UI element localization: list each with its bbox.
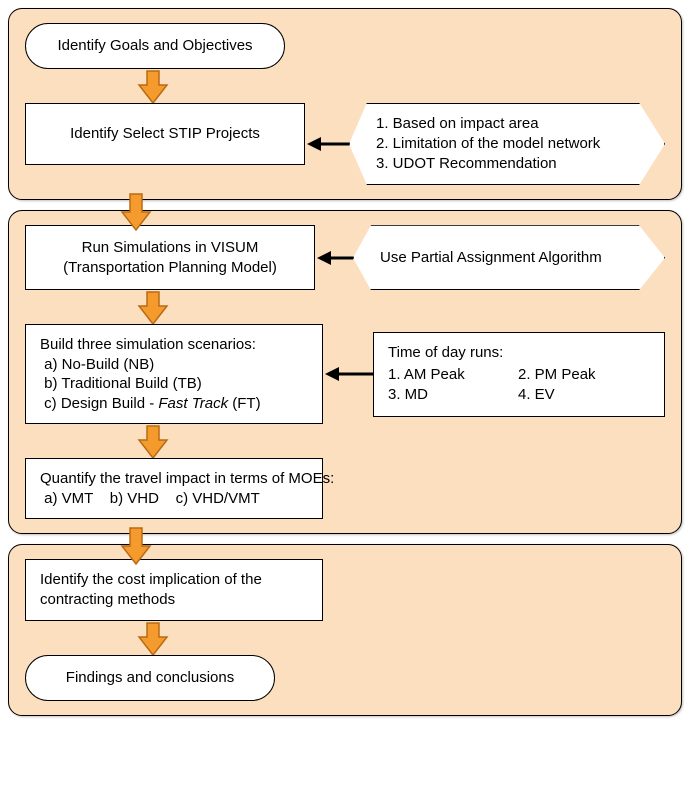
arrow-6 bbox=[25, 621, 665, 655]
arrow-3 bbox=[25, 290, 665, 324]
scenarios-c: c) Design Build - Fast Track (FT) bbox=[40, 394, 261, 414]
row-scenarios: Build three simulation scenarios: a) No-… bbox=[25, 324, 665, 424]
panel-1: Identify Goals and Objectives Identify S… bbox=[8, 8, 682, 200]
panel-2: Run Simulations in VISUM (Transportation… bbox=[8, 210, 682, 534]
arrow-2 bbox=[8, 192, 682, 226]
panel-3: Identify the cost implication of the con… bbox=[8, 544, 682, 716]
down-arrow-icon bbox=[135, 424, 171, 458]
arrow-4 bbox=[25, 424, 665, 458]
node-moes-label: Quantify the travel impact in terms of M… bbox=[40, 469, 334, 508]
down-arrow-icon bbox=[135, 621, 171, 655]
tod-2: 2. PM Peak bbox=[518, 365, 596, 385]
scenarios-title: Build three simulation scenarios: bbox=[40, 335, 261, 355]
tod-row-1: 1. AM Peak 2. PM Peak bbox=[388, 365, 596, 385]
callout-algorithm-text: Use Partial Assignment Algorithm bbox=[380, 248, 602, 268]
node-findings: Findings and conclusions bbox=[25, 655, 275, 701]
left-arrow-2 bbox=[315, 225, 353, 290]
node-stip-label: Identify Select STIP Projects bbox=[70, 124, 260, 144]
down-arrow-icon bbox=[118, 526, 154, 560]
tod-4: 4. EV bbox=[518, 385, 555, 405]
callout-impact-text: 1. Based on impact area 2. Limitation of… bbox=[376, 114, 600, 175]
tod-title: Time of day runs: bbox=[388, 343, 596, 363]
callout-algorithm: Use Partial Assignment Algorithm bbox=[353, 225, 665, 290]
node-visum-label: Run Simulations in VISUM (Transportation… bbox=[63, 238, 277, 277]
node-findings-label: Findings and conclusions bbox=[66, 668, 234, 688]
tod-3: 3. MD bbox=[388, 385, 518, 405]
down-arrow-icon bbox=[135, 69, 171, 103]
node-scenarios: Build three simulation scenarios: a) No-… bbox=[25, 324, 323, 424]
down-arrow-icon bbox=[135, 290, 171, 324]
callout-impact: 1. Based on impact area 2. Limitation of… bbox=[349, 103, 665, 186]
arrow-5 bbox=[8, 526, 682, 560]
left-arrow-3 bbox=[323, 362, 373, 386]
arrow-1 bbox=[25, 69, 665, 103]
scenarios-b: b) Traditional Build (TB) bbox=[40, 374, 261, 394]
node-cost: Identify the cost implication of the con… bbox=[25, 559, 323, 621]
node-cost-label: Identify the cost implication of the con… bbox=[40, 570, 308, 609]
node-goals: Identify Goals and Objectives bbox=[25, 23, 285, 69]
node-tod: Time of day runs: 1. AM Peak 2. PM Peak … bbox=[373, 332, 665, 417]
node-scenarios-content: Build three simulation scenarios: a) No-… bbox=[40, 335, 261, 413]
node-moes: Quantify the travel impact in terms of M… bbox=[25, 458, 323, 519]
tod-row-2: 3. MD 4. EV bbox=[388, 385, 596, 405]
scenarios-a: a) No-Build (NB) bbox=[40, 355, 261, 375]
tod-content: Time of day runs: 1. AM Peak 2. PM Peak … bbox=[388, 343, 596, 406]
tod-1: 1. AM Peak bbox=[388, 365, 518, 385]
node-stip: Identify Select STIP Projects bbox=[25, 103, 305, 165]
row-visum: Run Simulations in VISUM (Transportation… bbox=[25, 225, 665, 290]
left-arrow-1 bbox=[305, 103, 349, 186]
row-stip: Identify Select STIP Projects 1. Based o… bbox=[25, 103, 665, 186]
node-visum: Run Simulations in VISUM (Transportation… bbox=[25, 225, 315, 290]
node-goals-label: Identify Goals and Objectives bbox=[57, 36, 252, 56]
down-arrow-icon bbox=[118, 192, 154, 226]
